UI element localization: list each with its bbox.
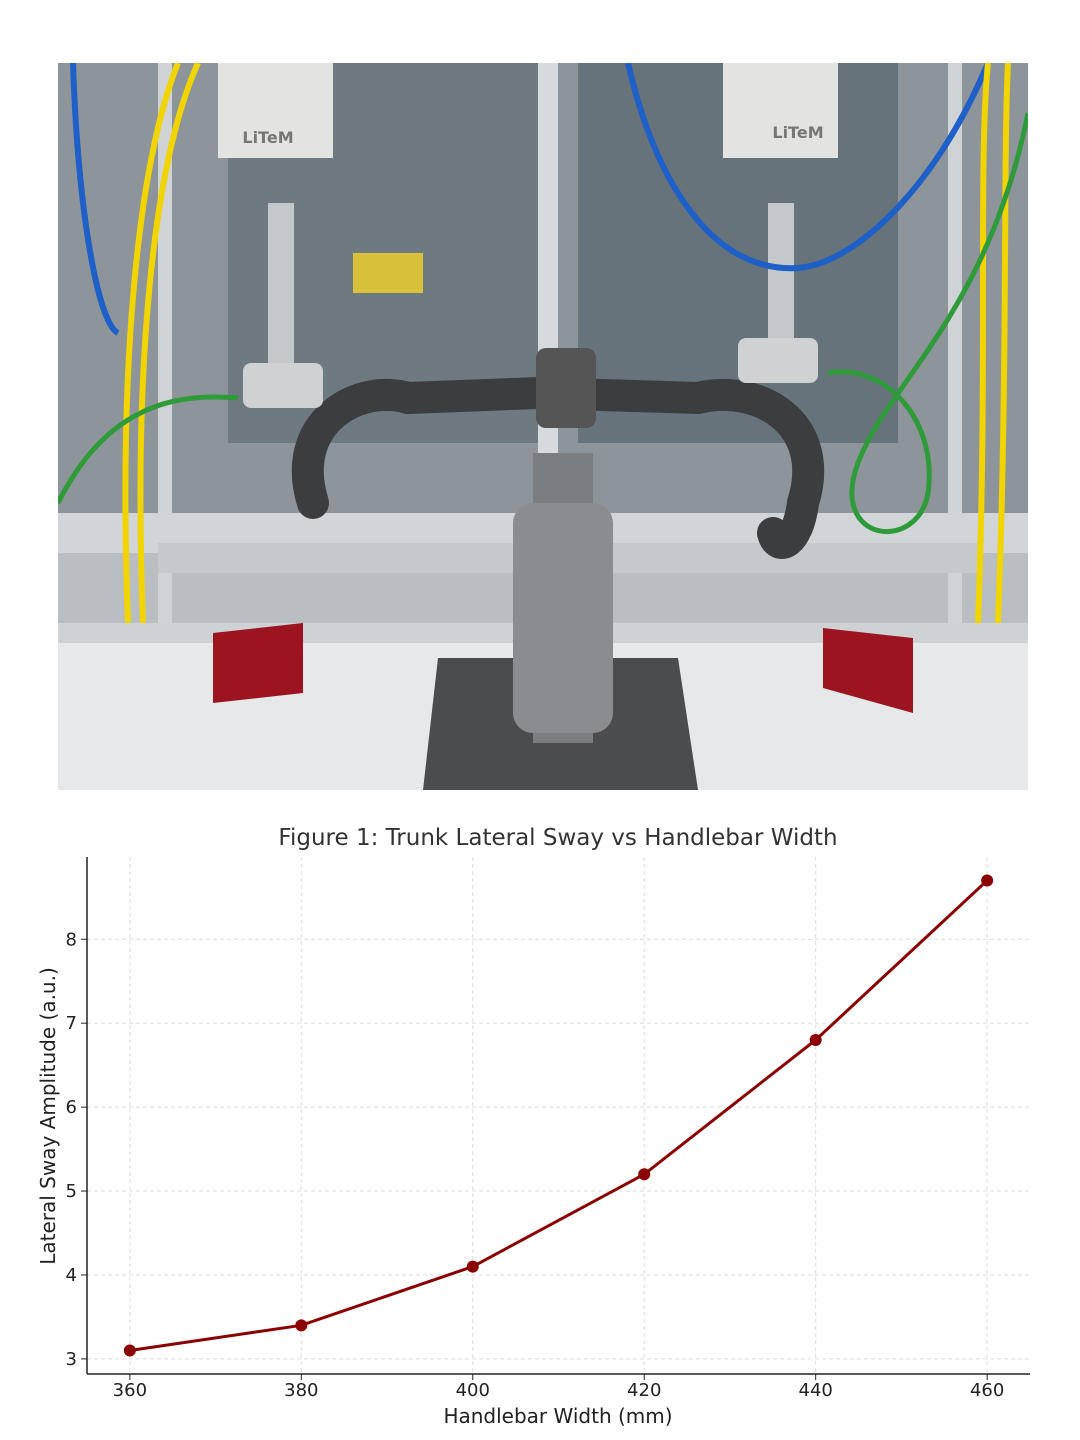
x-tick-label: 380 [284, 1380, 318, 1401]
chart-title: Figure 1: Trunk Lateral Sway vs Handleba… [278, 825, 837, 851]
y-tick-label: 6 [66, 1097, 77, 1118]
y-tick-label: 8 [66, 929, 77, 950]
x-tick-label: 360 [113, 1380, 147, 1401]
axes [86, 857, 1030, 1375]
test-rig-photo: LiTeM LiTeM [58, 63, 1028, 790]
y-tick-label: 7 [66, 1013, 77, 1034]
x-tick-label: 460 [970, 1380, 1004, 1401]
data-point [981, 874, 994, 887]
y-axis-label: Lateral Sway Amplitude (a.u.) [36, 967, 60, 1265]
line-chart: Figure 1: Trunk Lateral Sway vs Handleba… [36, 825, 1030, 1428]
logo-text-right: LiTeM [772, 123, 823, 142]
series [123, 874, 994, 1357]
x-axis-label: Handlebar Width (mm) [443, 1404, 672, 1428]
data-point [123, 1344, 136, 1357]
ticks: 360 380 400 420 440 460 3 4 5 6 7 8 [66, 929, 1005, 1401]
y-tick-label: 3 [66, 1349, 77, 1370]
data-point [809, 1033, 822, 1046]
x-tick-label: 400 [456, 1380, 490, 1401]
series-line [129, 879, 989, 1352]
data-point [295, 1319, 308, 1332]
grid [87, 857, 1030, 1374]
x-tick-label: 420 [627, 1380, 661, 1401]
y-tick-label: 4 [66, 1265, 77, 1286]
data-point [466, 1260, 479, 1273]
data-point [638, 1168, 651, 1181]
logo-text-left: LiTeM [242, 128, 293, 147]
x-tick-label: 440 [799, 1380, 833, 1401]
y-tick-label: 5 [66, 1181, 77, 1202]
